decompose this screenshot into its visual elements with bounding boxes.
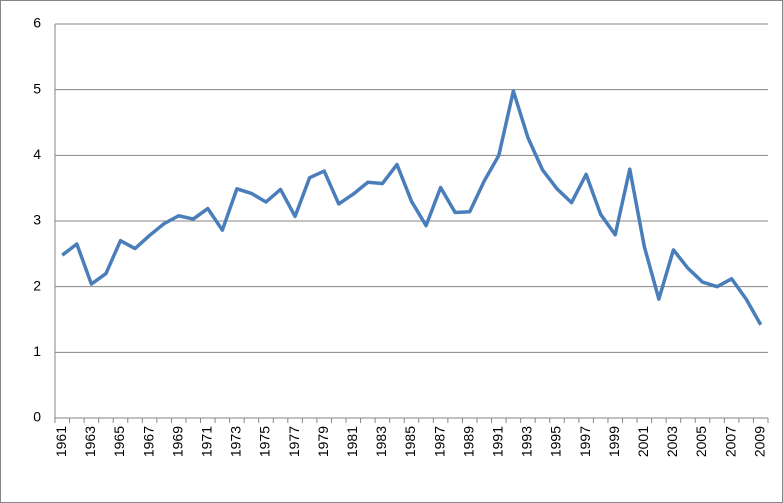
- x-tick-label: 1985: [402, 426, 418, 457]
- x-tick-label: 1961: [53, 426, 69, 457]
- data-line: [61, 89, 763, 326]
- x-tick-label: 1987: [431, 426, 447, 457]
- x-tick-label: 1975: [257, 426, 273, 457]
- x-tick-label: 1999: [606, 426, 622, 457]
- y-tick-label: 5: [33, 80, 41, 96]
- x-tick-label: 1981: [344, 426, 360, 457]
- x-tick-label: 1977: [286, 426, 302, 457]
- x-tick-label: 1991: [490, 426, 506, 457]
- y-tick-label: 3: [33, 212, 41, 228]
- y-tick-label: 2: [33, 277, 41, 293]
- y-tick-label: 0: [33, 409, 41, 425]
- x-tick-label: 1963: [82, 426, 98, 457]
- x-tick-label: 1997: [577, 426, 593, 457]
- y-tick-label: 6: [33, 15, 41, 31]
- x-tick-label: 1969: [169, 426, 185, 457]
- x-tick-label: 2009: [751, 426, 767, 457]
- x-tick-label: 1965: [111, 426, 127, 457]
- x-tick-label: 2001: [635, 426, 651, 457]
- x-tick-label: 1979: [315, 426, 331, 457]
- y-tick-label: 4: [33, 146, 41, 162]
- x-tick-label: 2003: [664, 426, 680, 457]
- x-tick-label: 2005: [693, 426, 709, 457]
- x-tick-label: 2007: [722, 426, 738, 457]
- x-tick-label: 1971: [198, 426, 214, 457]
- x-tick-label: 1973: [228, 426, 244, 457]
- y-tick-label: 1: [33, 343, 41, 359]
- x-tick-label: 1967: [140, 426, 156, 457]
- x-tick-label: 1993: [519, 426, 535, 457]
- x-tick-label: 1983: [373, 426, 389, 457]
- x-tick-label: 1995: [548, 426, 564, 457]
- x-tick-label: 1989: [460, 426, 476, 457]
